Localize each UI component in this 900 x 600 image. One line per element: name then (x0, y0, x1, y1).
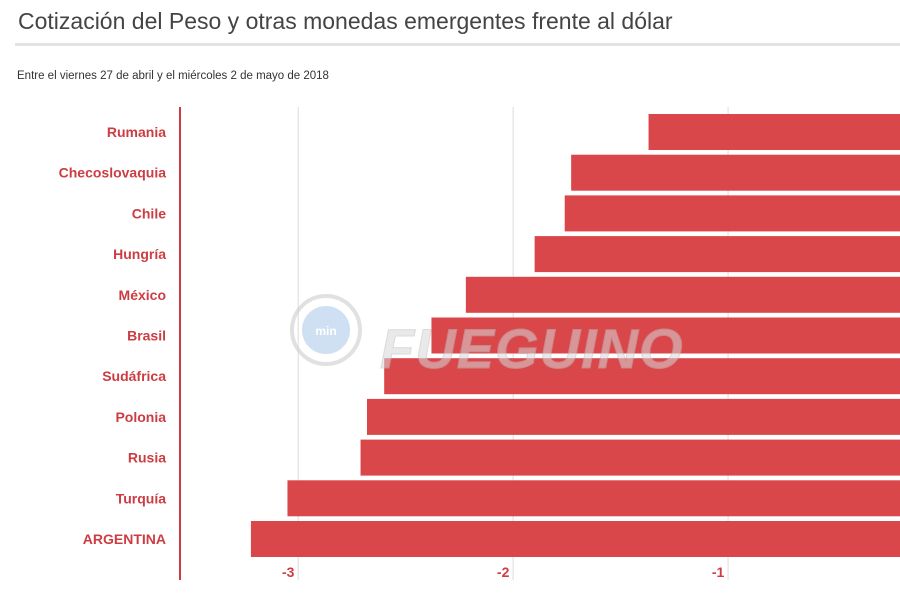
watermark-badge-core (300, 304, 352, 356)
category-label: Rumania (107, 124, 166, 140)
bar-chile (564, 195, 900, 232)
bar-sudáfrica (384, 358, 900, 395)
bar-méxico (465, 276, 900, 313)
x-tick-label: -1 (712, 564, 725, 580)
category-label: Rusia (128, 450, 166, 466)
category-label: Brasil (127, 328, 166, 344)
bar-rumania (648, 114, 900, 150)
x-tick-label: -3 (282, 564, 295, 580)
chart-title: Cotización del Peso y otras monedas emer… (18, 8, 673, 34)
category-label: ARGENTINA (83, 531, 166, 547)
watermark-brand: FUEGUINO (380, 317, 684, 380)
x-tick-labels: -3 -2 -1 (282, 564, 725, 580)
bar-hungría (534, 236, 900, 273)
category-label: Sudáfrica (102, 368, 166, 384)
bar-checoslovaquia (571, 154, 900, 191)
category-label: Chile (132, 205, 166, 221)
bar-rusia (360, 439, 900, 476)
bars (250, 114, 900, 557)
category-label: Checoslovaquia (59, 165, 167, 181)
watermark: min FUEGUINO (290, 294, 684, 381)
title-divider (15, 43, 900, 46)
category-label: México (119, 287, 166, 303)
bar-turquía (287, 480, 900, 517)
category-labels: Rumania Checoslovaquia Chile Hungría México B… (59, 124, 167, 547)
watermark-badge-ring (290, 294, 362, 366)
chart-subtitle: Entre el viernes 27 de abril y el miérco… (17, 70, 329, 82)
category-label: Turquía (116, 490, 167, 506)
bar-polonia (366, 398, 900, 435)
category-label: Polonia (115, 409, 166, 425)
bar-argentina (250, 521, 900, 557)
watermark-badge-text: min (315, 324, 336, 338)
bar-brasil (431, 317, 900, 354)
x-tick-label: -2 (497, 564, 510, 580)
category-label: Hungría (113, 246, 166, 262)
